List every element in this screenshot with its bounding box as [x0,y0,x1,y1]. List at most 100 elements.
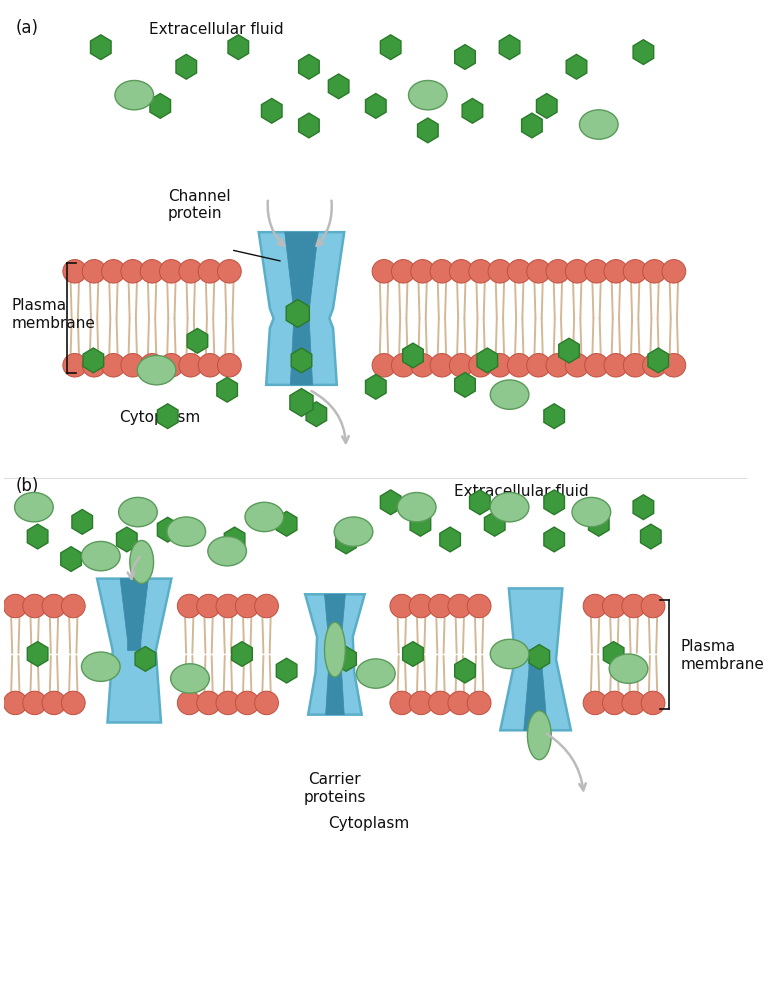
Ellipse shape [583,595,607,618]
Ellipse shape [398,493,436,523]
Polygon shape [336,529,356,554]
Polygon shape [61,547,81,572]
Polygon shape [366,95,386,119]
Ellipse shape [255,691,279,715]
Ellipse shape [449,260,473,284]
Polygon shape [228,35,248,60]
Polygon shape [120,579,148,651]
Ellipse shape [430,260,454,284]
Ellipse shape [490,640,529,669]
Ellipse shape [198,354,222,378]
Polygon shape [158,518,178,542]
Polygon shape [529,645,550,669]
Polygon shape [522,114,542,139]
Text: Plasma
membrane: Plasma membrane [680,639,765,671]
Ellipse shape [115,82,154,110]
Polygon shape [462,100,483,124]
Ellipse shape [140,354,164,378]
Ellipse shape [356,660,395,688]
Ellipse shape [325,622,345,677]
Ellipse shape [408,82,448,110]
Polygon shape [150,95,170,119]
Ellipse shape [429,691,452,715]
Ellipse shape [508,260,531,284]
Ellipse shape [119,498,157,528]
Ellipse shape [121,260,144,284]
Ellipse shape [546,260,570,284]
Text: (a): (a) [16,19,38,36]
Polygon shape [566,55,587,80]
Ellipse shape [409,595,433,618]
Ellipse shape [602,691,626,715]
Polygon shape [484,512,505,536]
Polygon shape [232,642,252,667]
Ellipse shape [391,354,415,378]
Polygon shape [380,490,401,515]
Ellipse shape [197,595,220,618]
Ellipse shape [604,260,628,284]
Ellipse shape [390,595,414,618]
Polygon shape [276,659,297,683]
Ellipse shape [662,260,686,284]
Ellipse shape [430,354,454,378]
Polygon shape [455,659,476,683]
Polygon shape [286,300,309,328]
Polygon shape [537,95,557,119]
Ellipse shape [208,537,247,566]
Ellipse shape [15,493,53,523]
Polygon shape [524,660,547,731]
Polygon shape [27,642,48,667]
Ellipse shape [490,381,529,410]
Polygon shape [291,349,312,374]
Polygon shape [558,339,580,364]
Polygon shape [403,344,423,369]
Ellipse shape [508,354,531,378]
Polygon shape [217,378,237,402]
Ellipse shape [62,595,85,618]
Ellipse shape [448,691,472,715]
Ellipse shape [216,691,240,715]
Ellipse shape [177,691,201,715]
Ellipse shape [216,595,240,618]
Polygon shape [97,579,171,723]
Polygon shape [187,329,208,354]
Ellipse shape [82,354,106,378]
Ellipse shape [235,691,259,715]
Polygon shape [544,404,565,429]
Polygon shape [305,595,365,715]
Polygon shape [544,490,565,515]
Polygon shape [325,595,345,715]
Ellipse shape [488,260,512,284]
Ellipse shape [565,354,589,378]
Polygon shape [298,55,319,80]
Polygon shape [306,402,326,427]
Ellipse shape [62,691,85,715]
Ellipse shape [662,354,686,378]
Ellipse shape [623,260,647,284]
Ellipse shape [159,260,184,284]
Polygon shape [366,375,386,399]
Polygon shape [648,349,669,374]
Ellipse shape [411,354,434,378]
Ellipse shape [546,354,570,378]
Ellipse shape [372,354,396,378]
Ellipse shape [641,691,665,715]
Ellipse shape [42,691,66,715]
Polygon shape [290,389,313,417]
Ellipse shape [3,595,27,618]
Ellipse shape [198,260,222,284]
Ellipse shape [167,518,205,547]
Ellipse shape [643,354,666,378]
Polygon shape [418,119,438,144]
Polygon shape [477,349,497,374]
Text: Extracellular fluid: Extracellular fluid [454,483,588,498]
Text: Cytoplasm: Cytoplasm [328,815,409,830]
Ellipse shape [448,595,472,618]
Ellipse shape [255,595,279,618]
Ellipse shape [585,260,608,284]
Ellipse shape [622,691,646,715]
Polygon shape [276,512,297,536]
Ellipse shape [245,503,284,532]
Ellipse shape [469,260,493,284]
Polygon shape [298,114,319,139]
